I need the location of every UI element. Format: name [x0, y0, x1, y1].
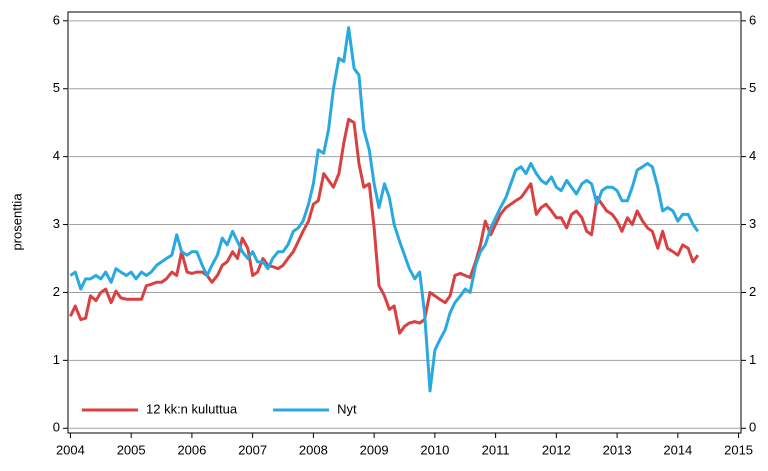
y-tick-label: 3 [53, 216, 60, 231]
x-tick-label: 2005 [117, 442, 146, 457]
plot-frame [67, 11, 742, 434]
y2-tick-label: 6 [749, 12, 756, 27]
y-tick-label: 5 [53, 80, 60, 95]
y2-tick-label: 3 [749, 216, 756, 231]
y2-tick-label: 0 [749, 420, 756, 435]
y-tick-label: 1 [53, 352, 60, 367]
legend-label: Nyt [337, 401, 357, 416]
x-tick-label: 2008 [299, 442, 328, 457]
x-tick-label: 2011 [482, 442, 510, 457]
y2-tick-label: 4 [749, 148, 756, 163]
y2-tick-label: 2 [749, 284, 756, 299]
x-tick-label: 2006 [177, 442, 206, 457]
x-tick-label: 2007 [238, 442, 267, 457]
x-tick-label: 2004 [56, 442, 85, 457]
y-tick-label: 4 [53, 148, 60, 163]
y-axis-label: prosenttia [9, 193, 24, 251]
y-tick-label: 2 [53, 284, 60, 299]
x-tick-label: 2015 [724, 442, 753, 457]
y-tick-label: 6 [53, 12, 60, 27]
series-line [69, 26, 700, 393]
x-tick-label: 2010 [420, 442, 449, 457]
x-tick-label: 2012 [542, 442, 571, 457]
x-tick-label: 2014 [663, 442, 692, 457]
x-tick-label: 2009 [360, 442, 389, 457]
y2-tick-label: 5 [749, 80, 756, 95]
legend-label: 12 kk:n kuluttua [146, 401, 238, 416]
x-tick-label: 2013 [603, 442, 632, 457]
y-tick-label: 0 [53, 420, 60, 435]
y2-tick-label: 1 [749, 352, 756, 367]
series-line [69, 117, 700, 335]
